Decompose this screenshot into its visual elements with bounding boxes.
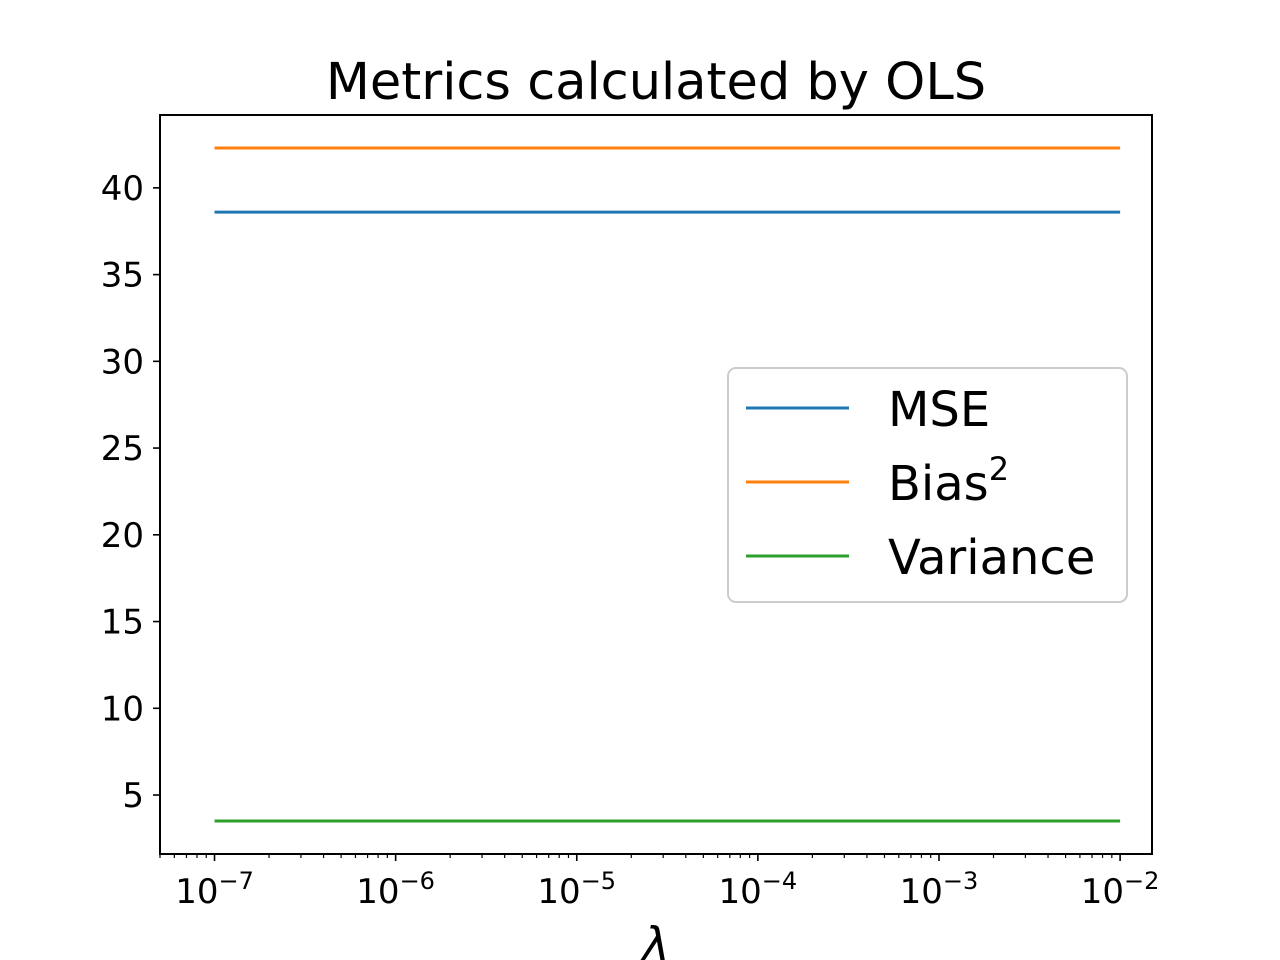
y-tick-label-25: 25 bbox=[101, 429, 144, 469]
x-tick-label-4: 10−3 bbox=[900, 867, 979, 912]
legend-label-variance: Variance bbox=[888, 530, 1095, 586]
y-tick-label-10: 10 bbox=[101, 689, 144, 729]
legend-box bbox=[727, 367, 1128, 603]
plot-frame bbox=[159, 114, 1153, 855]
x-tick-label-3: 10−4 bbox=[719, 867, 798, 912]
series-layer bbox=[214, 146, 1121, 823]
y-tick-label-30: 30 bbox=[101, 342, 144, 382]
x-axis: 10−7 10−6 10−5 10−4 10−3 10−2 bbox=[159, 854, 1160, 912]
x-tick-label-5: 10−2 bbox=[1081, 867, 1160, 912]
chart-title: Metrics calculated by OLS bbox=[326, 53, 986, 112]
y-axis: 5 10 15 20 25 30 35 40 bbox=[101, 169, 160, 816]
x-tick-label-0: 10−7 bbox=[175, 867, 254, 912]
legend: MSE Bias2 Variance bbox=[727, 367, 1128, 603]
y-tick-label-5: 5 bbox=[122, 776, 144, 816]
x-tick-label-2: 10−5 bbox=[537, 867, 616, 912]
legend-label-bias: Bias2 bbox=[888, 450, 1009, 512]
y-tick-label-40: 40 bbox=[101, 169, 144, 209]
x-tick-label-1: 10−6 bbox=[356, 867, 435, 912]
legend-label-mse: MSE bbox=[888, 382, 990, 438]
y-tick-label-35: 35 bbox=[101, 256, 144, 296]
y-tick-label-20: 20 bbox=[101, 516, 144, 556]
x-axis-label: λ bbox=[639, 917, 669, 960]
y-tick-label-15: 15 bbox=[101, 603, 144, 643]
